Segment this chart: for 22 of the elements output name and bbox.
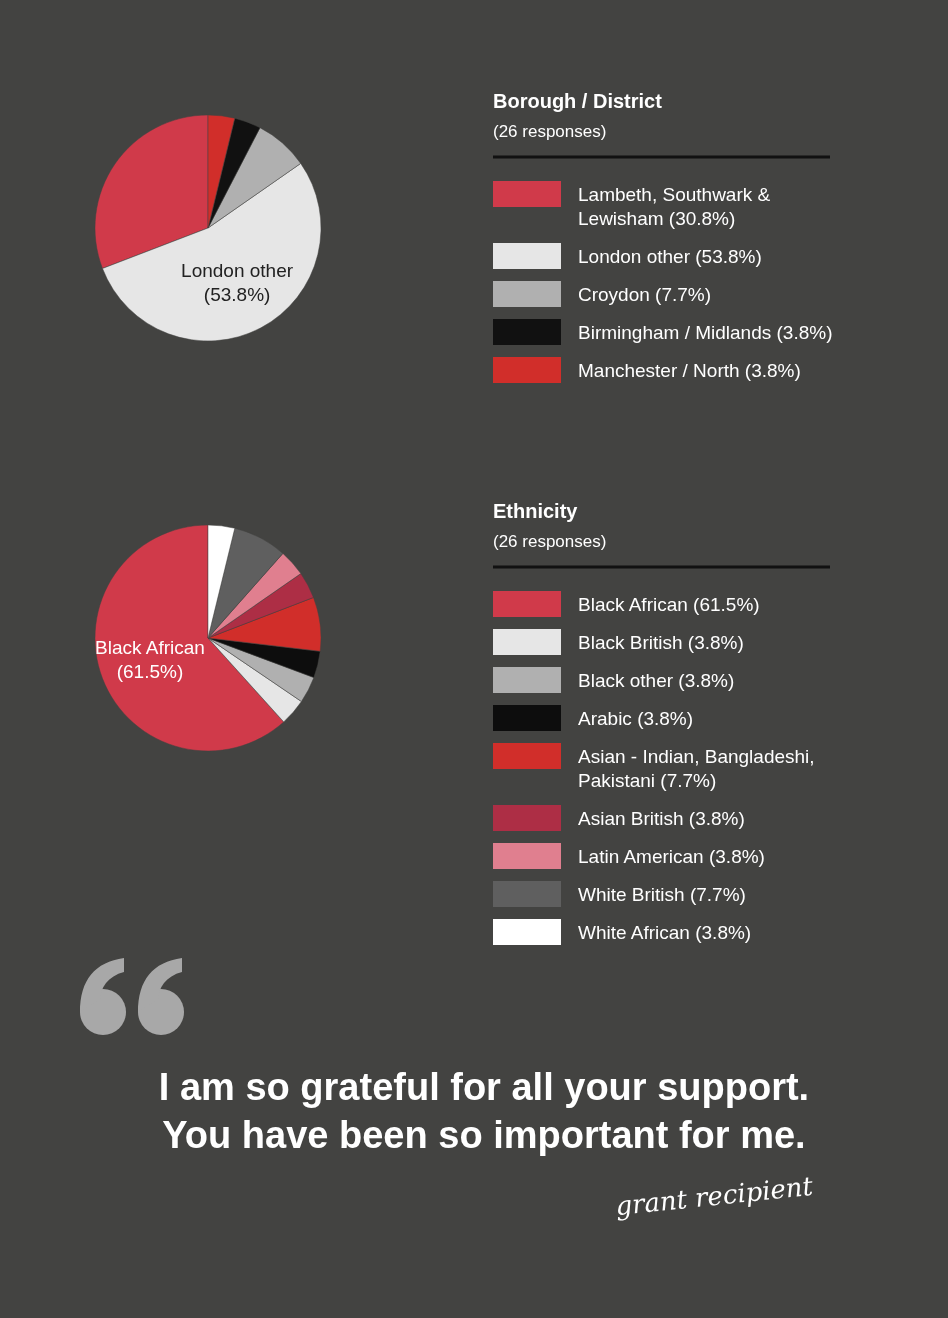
legend-label: White African (3.8%) [578,922,752,943]
legend-label: Black British (3.8%) [578,632,744,653]
legend-label: Croydon (7.7%) [578,284,712,305]
legend-label: White British (7.7%) [578,884,746,905]
legend-label: Arabic (3.8%) [578,708,694,729]
chart-subtitle: (26 responses) [493,532,607,551]
legend-label: Manchester / North (3.8%) [578,360,801,381]
legend-label: London other (53.8%) [578,246,762,267]
legend-label: Asian British (3.8%) [578,808,745,829]
legend-label: Black African (61.5%) [578,594,760,615]
data-label: London other (53.8%) [181,259,294,305]
text: grant recipient [613,1170,815,1222]
legend-label: Black other (3.8%) [578,670,735,691]
data-label: Black African (61.5%) [95,637,205,683]
legend-label: Lambeth, Southwark & Lewisham (30.8%) [578,184,771,229]
legend-label: Birmingham / Midlands (3.8%) [578,322,833,343]
chart-title: Borough / District [493,90,663,112]
chart-subtitle: (26 responses) [493,122,607,141]
chart-title: Ethnicity [493,500,579,522]
legend-label: Asian - Indian, Bangladeshi, Pakistani (7.7%) [578,746,815,791]
text: I am so grateful for all your support. You have been so important for me. [158,1066,810,1156]
legend-label: Latin American (3.8%) [578,846,765,867]
